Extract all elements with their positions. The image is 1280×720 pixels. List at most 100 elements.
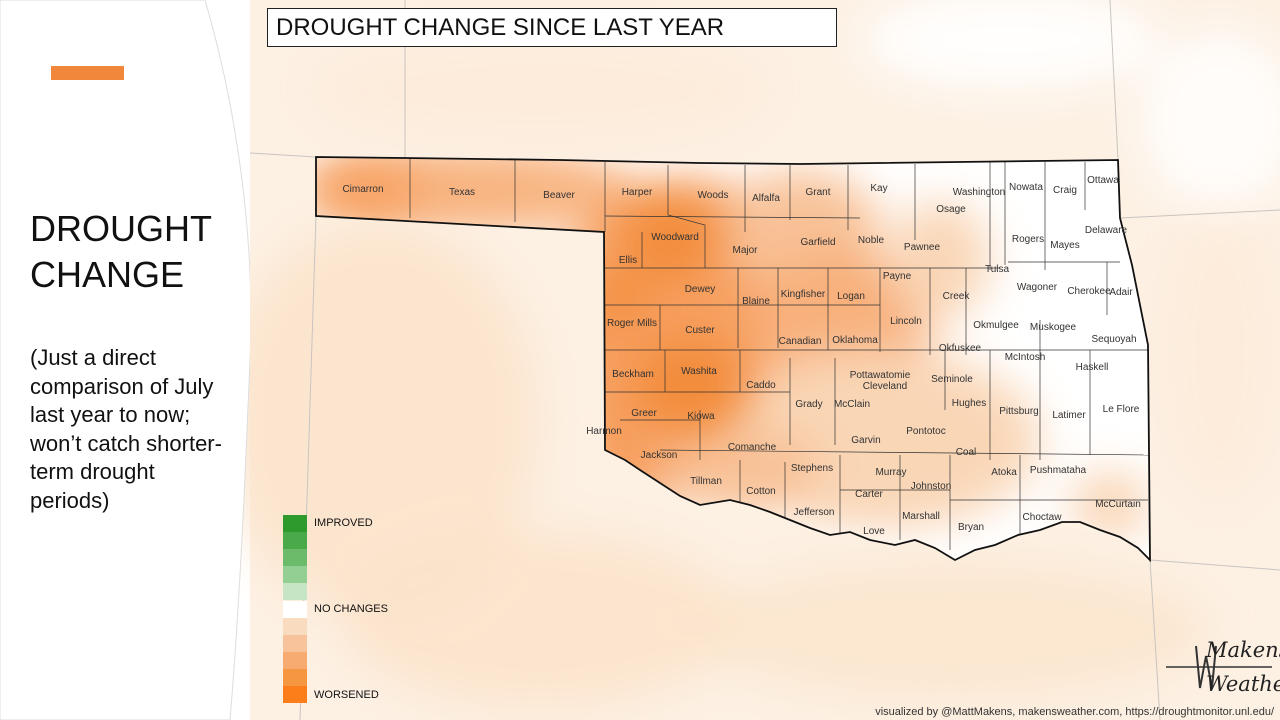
county-label: Grant (805, 187, 830, 198)
county-label: Creek (943, 291, 971, 302)
county-label: Adair (1109, 287, 1133, 298)
county-label: Stephens (791, 463, 833, 474)
county-label: Roger Mills (607, 318, 657, 329)
county-label: Craig (1053, 185, 1077, 196)
county-label: Caddo (746, 380, 776, 391)
county-label: Oklahoma (832, 335, 878, 346)
legend-swatch-worsened (283, 635, 307, 652)
county-label: Johnston (911, 481, 952, 492)
legend-swatch-improved (283, 583, 307, 600)
county-label: Le Flore (1103, 404, 1140, 415)
slide-note: (Just a direct comparison of July last y… (30, 344, 255, 515)
legend-swatch-worsened (283, 618, 307, 635)
county-label: Payne (883, 271, 912, 282)
region-wash (220, 0, 1280, 710)
county-labels: Cimarron Texas Beaver Harper Woods Alfalfa Gra… (342, 175, 1140, 537)
county-label: Cotton (746, 486, 775, 497)
county-label: Blaine (742, 296, 770, 307)
county-label: Texas (449, 187, 475, 198)
slide-note-line: periods) (30, 487, 110, 513)
legend-swatch-improved (283, 515, 307, 532)
county-label: Mayes (1050, 240, 1079, 251)
county-label: Beckham (612, 369, 654, 380)
county-label: Logan (837, 291, 865, 302)
oklahoma-change-fill (316, 157, 1150, 540)
county-label: Kiowa (687, 411, 715, 422)
county-label: Choctaw (1023, 512, 1063, 523)
legend-swatch-improved (283, 566, 307, 583)
county-label: Ellis (619, 255, 637, 266)
county-label: Garvin (851, 435, 880, 446)
county-label: Harmon (586, 426, 622, 437)
slide-title: DROUGHT CHANGE (30, 206, 250, 298)
county-label: McIntosh (1005, 352, 1046, 363)
makens-weather-logo: Makens Weather (1166, 636, 1280, 702)
county-label: Coal (956, 447, 977, 458)
legend-improved-label: IMPROVED (314, 517, 373, 529)
county-label: Canadian (779, 336, 822, 347)
county-label: Atoka (991, 467, 1017, 478)
county-label: Muskogee (1030, 322, 1077, 333)
county-label: Alfalfa (752, 193, 780, 204)
county-label: Garfield (800, 237, 835, 248)
county-label: Comanche (728, 442, 777, 453)
county-label: Love (863, 526, 885, 537)
legend-swatch-no-change (283, 601, 307, 618)
county-label: Pushmataha (1030, 465, 1087, 476)
legend-swatch-improved (283, 549, 307, 566)
slide-note-line: (Just a direct (30, 345, 156, 370)
county-label: Woodward (651, 232, 699, 243)
county-label: McCurtain (1095, 499, 1141, 510)
slide-title-line: CHANGE (30, 254, 185, 295)
county-label: Nowata (1009, 182, 1043, 193)
county-label: Custer (685, 325, 715, 336)
county-label: Tillman (690, 476, 722, 487)
county-label: Hughes (952, 398, 986, 409)
county-label: Okmulgee (973, 320, 1019, 331)
legend-swatch-worsened (283, 686, 307, 703)
county-label: Latimer (1052, 410, 1086, 421)
county-label: Major (732, 245, 758, 256)
county-label: Wagoner (1017, 282, 1058, 293)
county-label: Harper (622, 187, 653, 198)
slide-note-line: last year to now; (30, 402, 191, 427)
county-label: Pontotoc (906, 426, 945, 437)
county-label: Woods (698, 190, 729, 201)
county-label: Beaver (543, 190, 575, 201)
county-label: Cimarron (342, 184, 383, 195)
legend-worsened-label: WORSENED (314, 689, 379, 701)
logo-text-line2: Weather (1206, 672, 1280, 696)
logo-text-line1: Makens (1206, 638, 1280, 662)
county-label: Tulsa (985, 264, 1010, 275)
county-label: Pittsburg (999, 406, 1038, 417)
county-label: Sequoyah (1091, 334, 1136, 345)
county-label: Kay (870, 183, 887, 194)
slide-note-line: won’t catch shorter- (30, 430, 222, 456)
county-label: Rogers (1012, 234, 1044, 245)
county-label: Jefferson (794, 507, 835, 518)
county-label: Carter (855, 489, 883, 500)
county-label: Cleveland (863, 381, 907, 392)
slide-title-line: DROUGHT (30, 208, 212, 249)
county-label: Cherokee (1067, 286, 1111, 297)
county-label: Pottawatomie (850, 370, 911, 381)
slide-note-line: comparison of July (30, 373, 214, 399)
county-label: Pawnee (904, 242, 941, 253)
county-label: Noble (858, 235, 885, 246)
county-label: Bryan (958, 522, 984, 533)
accent-bar (51, 66, 124, 80)
county-label: Washita (681, 366, 717, 377)
legend-swatch-worsened (283, 669, 307, 686)
county-label: Marshall (902, 511, 940, 522)
legend-swatch-improved (283, 532, 307, 549)
county-label: Jackson (641, 450, 678, 461)
county-boundaries (409, 158, 1149, 550)
county-label: Kingfisher (781, 289, 826, 300)
county-label: Murray (875, 467, 906, 478)
county-label: Haskell (1076, 362, 1109, 373)
county-label: Dewey (685, 284, 716, 295)
county-label: Osage (936, 204, 966, 215)
county-label: Washington (953, 187, 1005, 198)
county-label: Ottawa (1087, 175, 1119, 186)
